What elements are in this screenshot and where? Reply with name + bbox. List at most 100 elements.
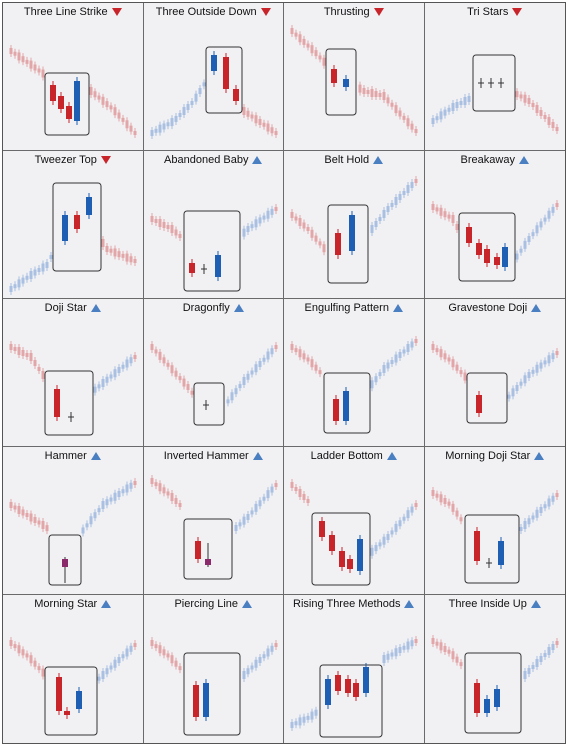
background-candle [511,385,514,400]
background-candle [13,48,17,59]
background-candle [302,350,306,363]
background-candle [439,346,442,361]
background-candle [439,204,442,219]
background-candle [93,88,97,101]
background-candle [406,182,410,196]
background-candle [182,104,185,118]
candlestick-chart [9,637,137,736]
pattern-highlight-box [319,664,383,738]
background-candle [555,124,558,134]
background-candle [358,81,362,96]
background-candle [250,507,253,518]
background-candle [21,646,25,659]
pattern-candle [497,78,504,88]
triangle-up-icon [392,304,403,313]
background-candle [290,25,294,37]
background-candle [531,512,534,523]
pattern-candle [188,259,195,277]
background-candle [459,659,462,670]
background-candle [178,500,181,510]
background-candle [394,351,398,366]
background-candle [451,356,454,371]
background-candle [455,507,458,520]
background-candle [459,367,462,378]
background-candle [105,243,109,255]
background-candle [109,245,113,256]
background-candle [390,357,394,367]
background-candle [386,359,390,372]
background-candle [242,668,245,682]
background-candle [246,665,249,678]
background-candle [523,237,526,252]
background-candle [406,341,410,355]
background-candle [238,381,241,392]
candlestick-chart [290,25,418,136]
background-candle [374,88,378,100]
triangle-up-icon [252,156,263,165]
triangle-up-icon [90,452,101,461]
background-candle [410,637,414,650]
pattern-title: Dragonfly [144,302,284,318]
background-candle [543,650,546,660]
background-candle [234,385,237,398]
background-candle [318,367,322,378]
background-candle [314,47,318,60]
background-candle [439,108,442,123]
pattern-highlight-box [327,204,369,284]
background-candle [125,645,129,660]
background-candle [406,638,410,653]
background-candle [406,115,410,130]
background-candle [535,506,538,521]
background-candle [258,116,261,128]
background-candle [370,222,374,236]
pattern-candle [493,685,500,711]
pattern-candle [200,264,207,274]
background-candle [314,706,318,719]
pattern-candle [475,239,482,259]
background-candle [519,245,522,256]
background-candle [242,104,245,118]
background-candle [370,377,374,392]
background-candle [162,219,165,231]
pattern-highlight-box [44,666,98,736]
pattern-candle [485,558,492,568]
pattern-title: Belt Hold [284,154,424,170]
background-candle [455,99,458,111]
background-candle [543,357,546,368]
candlestick-chart [9,478,137,586]
background-candle [519,524,522,534]
pattern-candle [339,547,345,571]
pattern-candle [477,78,484,88]
background-candle [382,652,386,666]
background-candle [133,478,137,488]
background-candle [455,653,458,666]
background-candle [21,53,25,66]
background-candle [370,86,374,100]
pattern-candle [50,81,56,105]
background-candle [17,49,21,64]
background-candle [170,490,173,504]
background-candle [242,513,245,528]
background-candle [101,236,105,250]
triangle-down-icon [260,8,271,17]
pattern-highlight-box [183,652,240,736]
background-candle [89,84,93,98]
background-candle [531,662,534,672]
pattern-candle [192,681,199,721]
background-candle [29,57,33,72]
background-candle [294,29,298,40]
background-candle [390,200,394,210]
background-candle [150,475,153,487]
pattern-candle [335,229,341,259]
background-candle [13,344,17,354]
pattern-cell-three-outside-down: Three Outside Down [143,3,284,151]
background-candle [117,488,121,500]
pattern-candle [210,51,217,75]
pattern-highlight-box [44,370,94,436]
triangle-up-icon [404,600,415,609]
background-candle [133,640,137,650]
background-candle [382,362,386,376]
background-candle [435,345,438,356]
background-candle [270,345,273,358]
background-candle [523,668,526,682]
